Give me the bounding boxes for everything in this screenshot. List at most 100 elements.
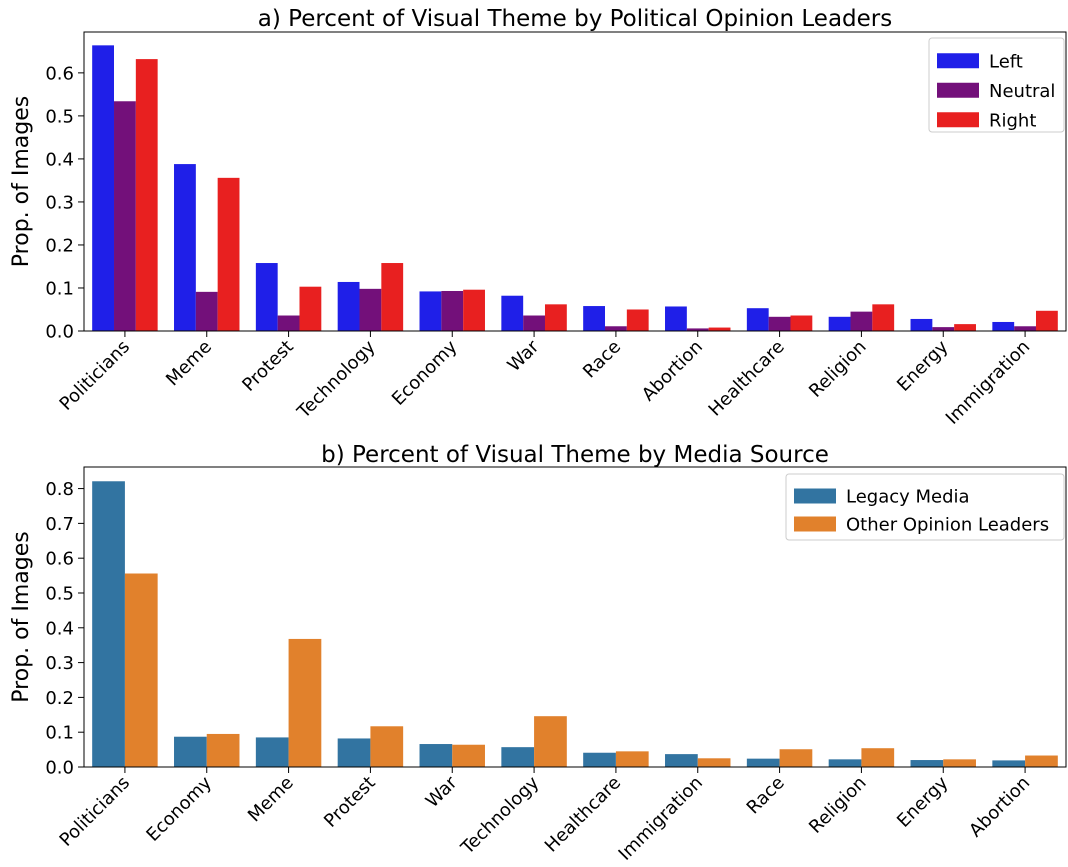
- bar-left-abortion: [665, 306, 687, 331]
- bar-other-opinion-leaders-war: [452, 744, 485, 767]
- y-tick-label: 0.2: [45, 688, 74, 709]
- bar-neutral-abortion: [686, 328, 709, 331]
- x-tick-label: Immigration: [942, 336, 1034, 428]
- bar-legacy-media-immigration: [665, 754, 698, 767]
- x-tick-label: Energy: [893, 772, 953, 832]
- bar-legacy-media-politicians: [92, 481, 125, 767]
- x-tick-label: Protest: [238, 336, 297, 395]
- x-tick-label: Immigration: [615, 772, 707, 864]
- bar-legacy-media-abortion: [992, 760, 1026, 767]
- legend-box: [785, 473, 1065, 541]
- x-tick-label: Abortion: [965, 772, 1034, 841]
- x-tick-label: Race: [743, 772, 789, 818]
- bar-neutral-race: [605, 326, 627, 331]
- bar-other-opinion-leaders-economy: [206, 733, 240, 767]
- plot-frame: [83, 31, 1067, 332]
- x-tick-label: Politicians: [56, 336, 134, 414]
- bar-neutral-immigration: [1014, 326, 1036, 331]
- bar-other-opinion-leaders-meme: [288, 638, 322, 767]
- y-tick-label: 0.6: [45, 63, 74, 84]
- bar-neutral-religion: [850, 311, 873, 331]
- y-tick-label: 0.1: [45, 723, 74, 744]
- y-tick-label: 0.0: [45, 758, 74, 779]
- bar-right-war: [544, 304, 567, 331]
- legend: Left Neutral Right: [928, 37, 1065, 133]
- bar-other-opinion-leaders-technology: [534, 716, 567, 767]
- bar-left-energy: [910, 318, 933, 331]
- y-axis-label: Prop. of Images: [9, 96, 34, 267]
- bar-legacy-media-technology: [501, 747, 535, 767]
- bar-neutral-economy: [441, 290, 464, 331]
- bar-neutral-protest: [277, 315, 300, 331]
- x-tick-label: Religion: [805, 336, 870, 401]
- bar-other-opinion-leaders-religion: [861, 748, 895, 767]
- bar-right-politicians: [135, 59, 158, 331]
- x-tick-label: Economy: [388, 336, 462, 410]
- bar-legacy-media-religion: [828, 759, 862, 767]
- y-tick-label: 0.2: [45, 235, 74, 256]
- bar-other-opinion-leaders-protest: [370, 726, 404, 767]
- y-tick-label: 0.4: [45, 149, 74, 170]
- bar-neutral-healthcare: [768, 316, 791, 331]
- bar-right-meme: [217, 177, 240, 331]
- bar-right-immigration: [1035, 310, 1058, 331]
- chart-title: a) Percent of Visual Theme by Political …: [258, 6, 892, 32]
- bar-legacy-media-protest: [337, 738, 371, 767]
- bar-other-opinion-leaders-energy: [943, 759, 976, 767]
- bar-neutral-war: [523, 315, 545, 331]
- legend-label: Left: [989, 51, 1023, 72]
- x-tick-label: War: [422, 772, 462, 812]
- bar-right-healthcare: [790, 315, 813, 331]
- legend-label: Legacy Media: [846, 487, 970, 508]
- bar-right-energy: [954, 324, 976, 331]
- y-tick-label: 0.6: [45, 549, 74, 570]
- x-tick-label: Healthcare: [705, 336, 789, 420]
- x-tick-label: Religion: [805, 772, 870, 837]
- y-tick-label: 0.8: [45, 479, 74, 500]
- bar-left-religion: [828, 316, 851, 331]
- bar-other-opinion-leaders-abortion: [1025, 755, 1058, 767]
- bar-legacy-media-war: [419, 744, 453, 767]
- x-tick-label: Race: [579, 336, 625, 382]
- y-tick-label: 0.4: [45, 618, 74, 639]
- bar-left-race: [583, 306, 605, 331]
- chart-panel-b: b) Percent of Visual Theme by Media Sour…: [9, 442, 1067, 865]
- legend-swatch: [937, 82, 979, 98]
- legend-swatch: [937, 53, 979, 69]
- chart-panel-a: a) Percent of Visual Theme by Political …: [9, 6, 1067, 429]
- bar-left-war: [501, 295, 524, 331]
- bar-legacy-media-economy: [174, 736, 207, 767]
- bar-right-abortion: [708, 327, 731, 331]
- bar-left-healthcare: [746, 308, 769, 331]
- x-tick-label: Meme: [244, 772, 298, 826]
- bar-legacy-media-meme: [255, 737, 289, 767]
- y-tick-label: 0.3: [45, 653, 74, 674]
- legend-label: Neutral: [989, 81, 1055, 102]
- legend-label: Right: [989, 110, 1036, 131]
- legend-swatch: [794, 488, 836, 504]
- bar-other-opinion-leaders-politicians: [124, 573, 158, 767]
- x-tick-label: Economy: [142, 772, 216, 846]
- bar-right-religion: [872, 304, 895, 331]
- y-tick-label: 0.7: [45, 514, 74, 535]
- legend: Legacy Media Other Opinion Leaders: [785, 473, 1065, 541]
- y-axis-label: Prop. of Images: [9, 531, 34, 702]
- bar-other-opinion-leaders-immigration: [697, 758, 731, 767]
- bar-left-immigration: [992, 321, 1015, 331]
- x-tick-label: Abortion: [638, 336, 707, 405]
- y-tick-label: 0.3: [45, 192, 74, 213]
- bar-neutral-technology: [359, 288, 382, 331]
- bar-left-meme: [174, 164, 196, 331]
- bar-legacy-media-healthcare: [583, 752, 616, 767]
- x-tick-label: Protest: [320, 772, 379, 831]
- bar-neutral-energy: [932, 327, 955, 331]
- chart-title: b) Percent of Visual Theme by Media Sour…: [321, 442, 829, 468]
- x-tick-label: Healthcare: [541, 772, 625, 856]
- x-tick-label: Technology: [293, 336, 380, 423]
- x-tick-label: War: [504, 336, 544, 376]
- x-tick-label: Meme: [162, 336, 216, 390]
- y-tick-label: 0.0: [45, 322, 74, 343]
- bar-other-opinion-leaders-race: [779, 749, 813, 767]
- bar-right-technology: [381, 263, 404, 331]
